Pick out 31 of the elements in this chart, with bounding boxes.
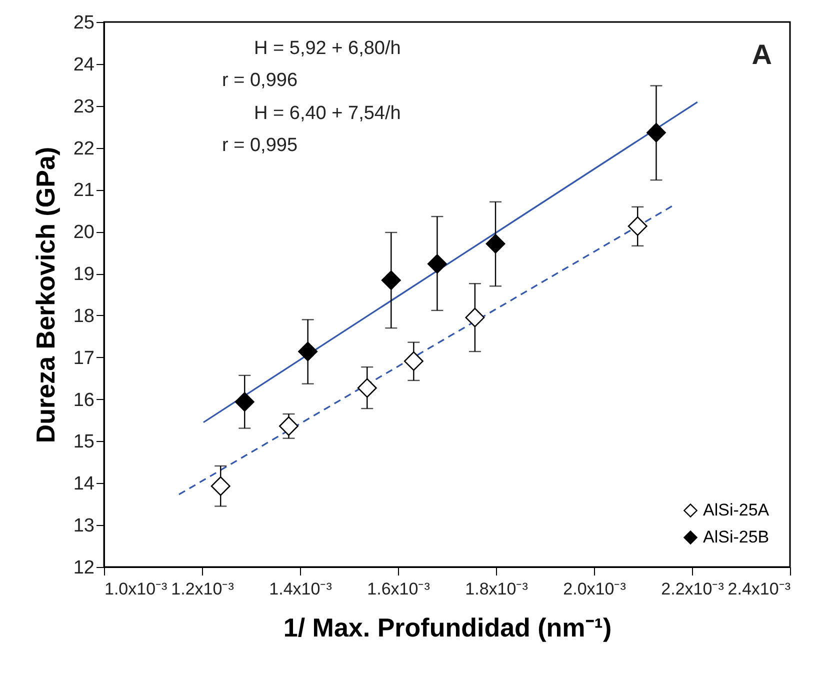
x-tick-label: 1.0x10⁻³ [104,580,168,598]
x-tick-label: 1.2x10⁻³ [171,580,234,598]
y-tick-label: 17 [73,348,94,369]
x-tick-label: 2.2x10⁻³ [661,580,724,598]
y-tick-label: 15 [73,432,94,453]
y-axis-title: Dureza Berkovich (GPa) [30,146,60,444]
y-tick-label: 12 [73,558,94,578]
annotation: H = 5,92 + 6,80/h [254,38,401,59]
y-tick-label: 16 [73,390,94,411]
y-tick-label: 23 [73,96,94,118]
y-tick-label: 20 [73,222,94,244]
x-tick-label: 1.6x10⁻³ [367,580,430,598]
x-tick-label: 1.4x10⁻³ [269,580,332,598]
annotation: r = 0,995 [222,135,298,156]
annotation: r = 0,996 [222,70,298,91]
x-axis-title: 1/ Max. Profundidad (nm⁻¹) [283,612,612,642]
annotation: A [752,39,772,70]
y-tick-label: 21 [73,180,94,202]
y-tick-label: 24 [73,54,95,76]
y-tick-label: 13 [73,516,94,537]
legend-label: AlSi-25B [703,528,770,546]
legend-label: AlSi-25A [703,500,770,520]
x-tick-label: 2.0x10⁻³ [563,580,626,598]
y-tick-label: 14 [73,474,95,495]
x-tick-label: 2.4x10⁻³ [728,580,791,598]
y-tick-label: 19 [73,264,94,286]
y-tick-label: 22 [73,138,94,160]
x-tick-label: 1.8x10⁻³ [465,580,528,598]
annotation: H = 6,40 + 7,54/h [254,103,401,124]
y-tick-label: 25 [73,12,94,34]
y-tick-label: 18 [73,306,94,327]
